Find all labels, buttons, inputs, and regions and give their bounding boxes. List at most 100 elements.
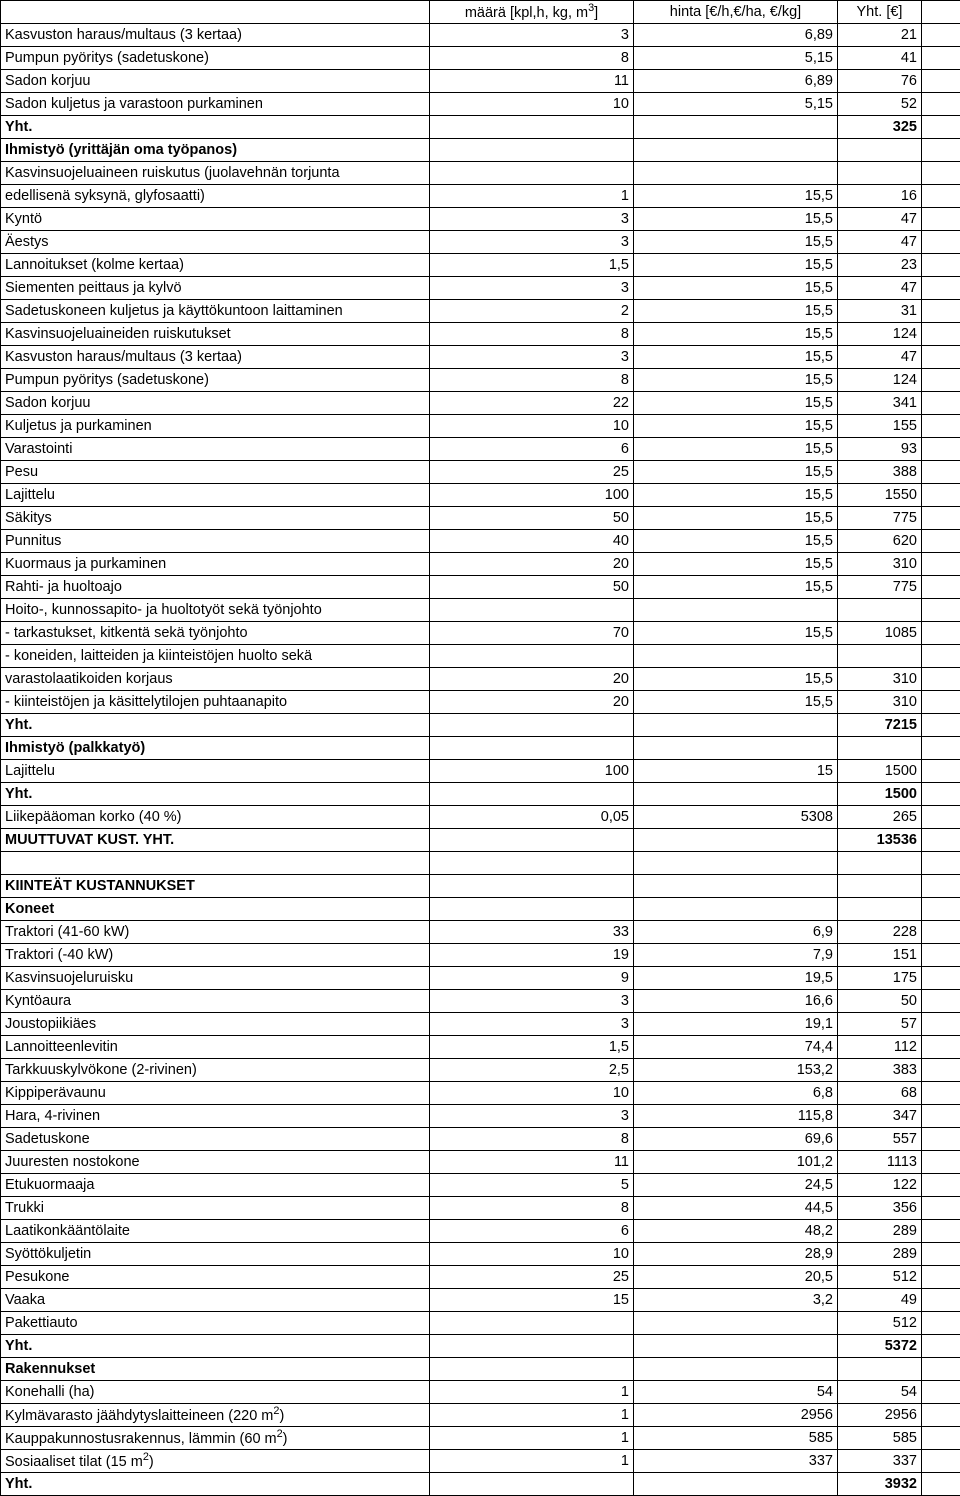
row-label: Kasvinsuojeluaineiden ruiskutukset — [1, 323, 430, 346]
row-label: Rahti- ja huoltoajo — [1, 576, 430, 599]
table-row: KIINTEÄT KUSTANNUKSET — [1, 875, 960, 898]
row-price: 5,15 — [634, 93, 838, 116]
row-label: Liikepääoman korko (40 %) — [1, 806, 430, 829]
row-label: Kasvuston haraus/multaus (3 kertaa) — [1, 346, 430, 369]
row-extra — [922, 1197, 960, 1220]
row-label: Vaaka — [1, 1289, 430, 1312]
row-extra — [922, 392, 960, 415]
row-price: 15,5 — [634, 507, 838, 530]
row-label: Tarkkuuskylvökone (2-rivinen) — [1, 1059, 430, 1082]
row-extra — [922, 461, 960, 484]
row-price: 15,5 — [634, 622, 838, 645]
cost-table: määrä [kpl,h, kg, m3]hinta [€/h,€/ha, €/… — [0, 0, 960, 1496]
row-extra — [922, 1312, 960, 1335]
table-row: Traktori (-40 kW)197,9151 — [1, 944, 960, 967]
row-total: 1550 — [838, 484, 922, 507]
row-label: Pesu — [1, 461, 430, 484]
row-extra — [922, 714, 960, 737]
table-row: Kauppakunnostusrakennus, lämmin (60 m2)1… — [1, 1427, 960, 1450]
row-price: 74,4 — [634, 1036, 838, 1059]
row-label: Lannoitteenlevitin — [1, 1036, 430, 1059]
row-price — [634, 1335, 838, 1358]
row-extra — [922, 944, 960, 967]
row-price: 2956 — [634, 1404, 838, 1427]
row-label: Äestys — [1, 231, 430, 254]
row-label: Kauppakunnostusrakennus, lämmin (60 m2) — [1, 1427, 430, 1450]
row-extra — [922, 1427, 960, 1450]
row-total: 7215 — [838, 714, 922, 737]
row-total: 289 — [838, 1243, 922, 1266]
row-extra — [922, 70, 960, 93]
row-extra — [922, 231, 960, 254]
row-qty — [430, 139, 634, 162]
table-row: Sadon korjuu116,8976 — [1, 70, 960, 93]
row-qty — [430, 645, 634, 668]
row-price: 115,8 — [634, 1105, 838, 1128]
row-label: Syöttökuljetin — [1, 1243, 430, 1266]
row-price: 153,2 — [634, 1059, 838, 1082]
row-qty — [430, 875, 634, 898]
table-row: Laatikonkääntölaite648,2289 — [1, 1220, 960, 1243]
row-qty — [430, 783, 634, 806]
table-row: Yht.3932 — [1, 1473, 960, 1496]
row-extra — [922, 852, 960, 875]
row-extra — [922, 576, 960, 599]
row-price — [634, 116, 838, 139]
row-label: Sadon kuljetus ja varastoon purkaminen — [1, 93, 430, 116]
row-total: 5372 — [838, 1335, 922, 1358]
table-row: Kasvinsuojeluruisku919,5175 — [1, 967, 960, 990]
row-total — [838, 139, 922, 162]
row-qty: 8 — [430, 1128, 634, 1151]
row-total: 47 — [838, 346, 922, 369]
row-extra — [922, 415, 960, 438]
row-extra — [922, 875, 960, 898]
row-label: Koneet — [1, 898, 430, 921]
row-extra — [922, 438, 960, 461]
row-extra — [922, 24, 960, 47]
row-extra — [922, 967, 960, 990]
header-total: Yht. [€] — [838, 1, 922, 24]
row-label: varastolaatikoiden korjaus — [1, 668, 430, 691]
row-qty: 3 — [430, 208, 634, 231]
row-extra — [922, 806, 960, 829]
row-extra — [922, 1450, 960, 1473]
row-qty — [430, 599, 634, 622]
table-row: Tarkkuuskylvökone (2-rivinen)2,5153,2383 — [1, 1059, 960, 1082]
row-total: 310 — [838, 553, 922, 576]
row-label: Sosiaaliset tilat (15 m2) — [1, 1450, 430, 1473]
row-total — [838, 875, 922, 898]
row-extra — [922, 898, 960, 921]
table-row: Säkitys5015,5775 — [1, 507, 960, 530]
table-row: Rahti- ja huoltoajo5015,5775 — [1, 576, 960, 599]
row-qty: 33 — [430, 921, 634, 944]
row-qty — [430, 714, 634, 737]
table-row: Sadon korjuu2215,5341 — [1, 392, 960, 415]
row-price — [634, 783, 838, 806]
row-price: 24,5 — [634, 1174, 838, 1197]
row-label: Juuresten nostokone — [1, 1151, 430, 1174]
row-label: Rakennukset — [1, 1358, 430, 1381]
row-total: 512 — [838, 1312, 922, 1335]
table-row: Kasvuston haraus/multaus (3 kertaa)36,89… — [1, 24, 960, 47]
row-qty: 3 — [430, 1013, 634, 1036]
row-total: 13536 — [838, 829, 922, 852]
row-extra — [922, 254, 960, 277]
table-row: Sadetuskoneen kuljetus ja käyttökuntoon … — [1, 300, 960, 323]
row-qty: 19 — [430, 944, 634, 967]
row-price: 101,2 — [634, 1151, 838, 1174]
row-qty: 3 — [430, 24, 634, 47]
row-total: 585 — [838, 1427, 922, 1450]
row-total: 383 — [838, 1059, 922, 1082]
row-price: 48,2 — [634, 1220, 838, 1243]
row-total: 52 — [838, 93, 922, 116]
row-label: Lajittelu — [1, 760, 430, 783]
row-total: 16 — [838, 185, 922, 208]
row-price — [634, 1358, 838, 1381]
table-row: Sosiaaliset tilat (15 m2)1337337 — [1, 1450, 960, 1473]
table-row: Trukki844,5356 — [1, 1197, 960, 1220]
table-row: Ihmistyö (yrittäjän oma työpanos) — [1, 139, 960, 162]
row-extra — [922, 553, 960, 576]
row-extra — [922, 369, 960, 392]
row-qty: 6 — [430, 438, 634, 461]
row-label: Yht. — [1, 783, 430, 806]
